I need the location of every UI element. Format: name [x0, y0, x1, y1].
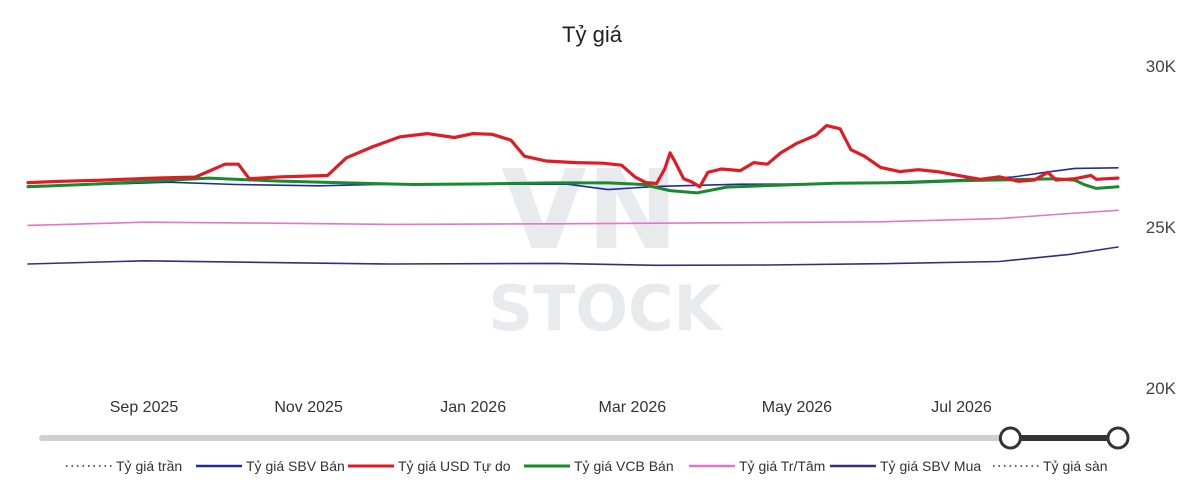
y-tick-label: 30K: [1146, 57, 1177, 76]
legend-item-ty-gia-usd-tu-do[interactable]: Tỷ giá USD Tự do: [348, 458, 511, 474]
legend-label: Tỷ giá trần: [116, 458, 182, 474]
x-tick-label: May 2026: [762, 399, 832, 416]
legend-label: Tỷ giá SBV Bán: [246, 458, 345, 474]
legend-item-ty-gia-sbv-mua[interactable]: Tỷ giá SBV Mua: [830, 458, 981, 474]
legend-label: Tỷ giá Tr/Tâm: [739, 458, 825, 474]
chart-title: Tỷ giá: [562, 22, 623, 47]
x-tick-label: Sep 2025: [110, 399, 179, 416]
x-tick-label: Nov 2025: [274, 399, 343, 416]
x-tick-label: Jan 2026: [440, 399, 506, 416]
x-tick-label: Jul 2026: [931, 399, 992, 416]
legend-item-ty-gia-vcb-ban[interactable]: Tỷ giá VCB Bán: [524, 458, 674, 474]
y-axis-ticks: 30K 25K 20K: [1146, 57, 1177, 398]
series-line-ty-gia-usd-tu-do: [26, 124, 1120, 189]
x-axis-ticks: Sep 2025 Nov 2025 Jan 2026 Mar 2026 May 2026…: [110, 399, 992, 416]
series-lines: [26, 124, 1120, 267]
slider-handle-end[interactable]: [1106, 426, 1130, 450]
legend-item-ty-gia-tran[interactable]: Tỷ giá trần: [66, 458, 182, 474]
series-line-ty-gia-sbv-mua: [27, 246, 1119, 267]
x-tick-label: Mar 2026: [599, 399, 667, 416]
y-tick-label: 20K: [1146, 379, 1177, 398]
series-line-ty-gia-tr-tam: [27, 209, 1119, 227]
legend-item-ty-gia-tr-tam[interactable]: Tỷ giá Tr/Tâm: [689, 458, 825, 474]
legend-label: Tỷ giá VCB Bán: [574, 458, 674, 474]
legend-label: Tỷ giá sàn: [1043, 458, 1108, 474]
watermark-text-vn: VN: [501, 146, 678, 274]
legend-label: Tỷ giá SBV Mua: [880, 458, 981, 474]
series-line-ty-gia-sbv-ban: [27, 167, 1119, 191]
watermark-text-stock: STOCK: [488, 272, 723, 345]
y-tick-label: 25K: [1146, 218, 1177, 237]
slider-handle-start[interactable]: [998, 426, 1022, 450]
legend: Tỷ giá trần Tỷ giá SBV Bán Tỷ giá USD Tự d…: [66, 458, 1108, 474]
legend-item-ty-gia-san[interactable]: Tỷ giá sàn: [993, 458, 1108, 474]
range-slider[interactable]: [39, 426, 1130, 450]
legend-label: Tỷ giá USD Tự do: [398, 458, 511, 474]
legend-item-ty-gia-sbv-ban[interactable]: Tỷ giá SBV Bán: [196, 458, 345, 474]
